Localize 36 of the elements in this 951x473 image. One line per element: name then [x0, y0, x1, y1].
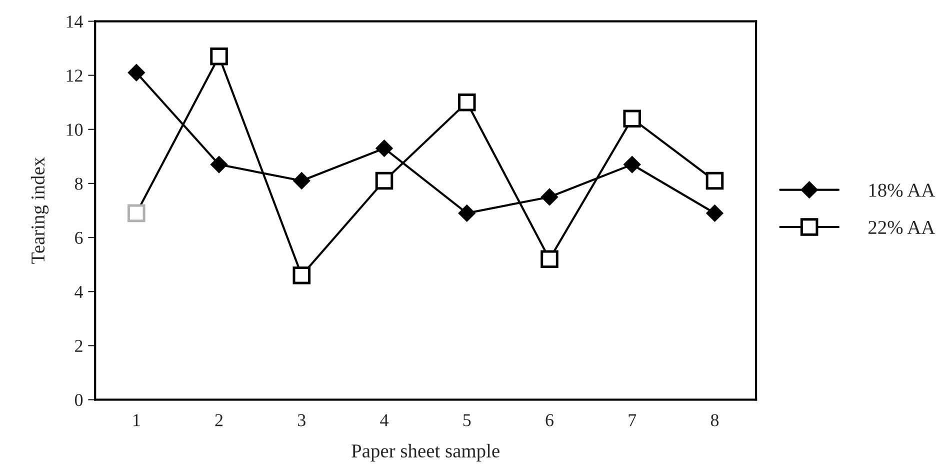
point [540, 188, 558, 206]
x-tick-label: 7 [628, 414, 636, 426]
point [624, 156, 641, 174]
x-tick-label: 5 [463, 414, 471, 426]
legend-label: 22% AA [868, 220, 936, 234]
point [128, 204, 146, 222]
point [210, 156, 228, 174]
point [623, 110, 642, 128]
x-tick-label: 3 [298, 414, 306, 426]
y-tick-label: 0 [74, 394, 83, 406]
point [128, 64, 145, 82]
point [540, 250, 558, 268]
y-tick-label: 6 [75, 232, 83, 244]
y-tick-label: 4 [74, 286, 84, 298]
x-tick-label: 6 [546, 414, 554, 426]
point [376, 140, 393, 157]
x-tick-label: 8 [710, 414, 719, 426]
point [458, 93, 476, 112]
point [375, 172, 394, 190]
x-tick-label: 4 [380, 414, 388, 426]
x-tick-label: 2 [215, 414, 223, 426]
y-tick-label: 8 [74, 178, 83, 190]
y-tick-label: 12 [66, 70, 82, 82]
legend-label: 18% AA [869, 184, 936, 197]
y-tick-label: 2 [75, 340, 82, 352]
point [292, 266, 311, 284]
point [293, 172, 310, 190]
y-tick-label: 14 [66, 16, 84, 28]
point [458, 204, 476, 222]
x-axis-title: Paper sheet sample [352, 444, 500, 462]
y-tick-label: 10 [66, 124, 83, 136]
y-axis-title: Tearing index [30, 157, 49, 264]
point [210, 48, 228, 66]
point [706, 204, 724, 222]
point [706, 172, 724, 190]
x-tick-label: 1 [133, 414, 140, 426]
